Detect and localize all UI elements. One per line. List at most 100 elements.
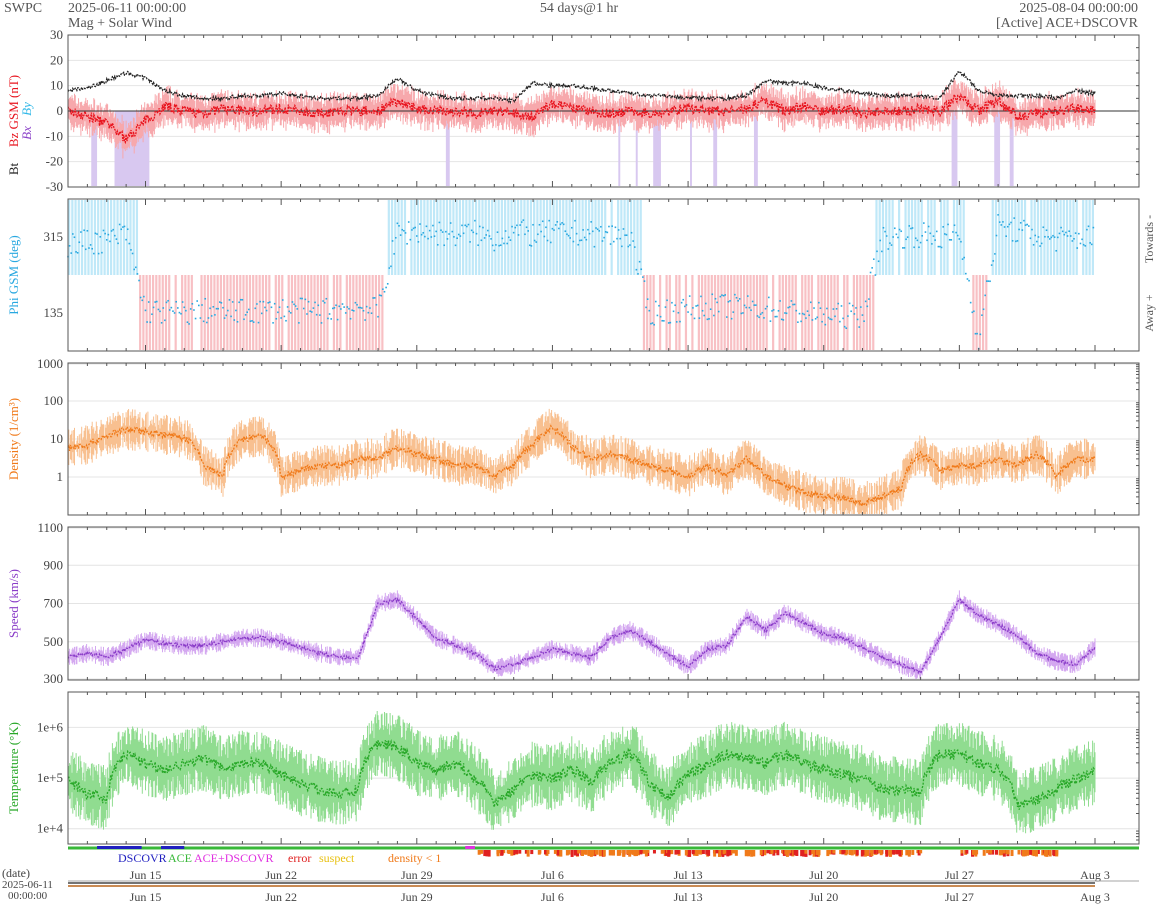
phi-point <box>592 230 594 233</box>
toward-sector-fill <box>132 200 135 275</box>
quality-flag-mark <box>724 850 728 854</box>
phi-point <box>301 297 303 300</box>
away-sector-fill <box>151 275 155 350</box>
phi-point <box>1052 234 1054 237</box>
phi-point <box>364 319 366 321</box>
phi-point <box>130 249 132 251</box>
phi-point <box>178 311 181 314</box>
quality-flag-mark <box>830 850 834 855</box>
phi-point <box>382 288 384 291</box>
phi-point <box>811 319 814 321</box>
quality-flag-mark <box>610 850 614 856</box>
quality-flag-mark <box>629 850 633 854</box>
toward-sector-fill <box>68 200 71 275</box>
phi-point <box>663 320 665 322</box>
panel-3-ytick-label: 10 <box>50 431 63 446</box>
toward-sector-fill <box>77 200 80 275</box>
phi-point <box>1008 223 1011 226</box>
phi-point <box>976 332 978 335</box>
quality-flag-mark <box>530 850 534 855</box>
panel-2-ytick-label: 135 <box>44 305 64 320</box>
panel-4-ylabel-text: Speed (km/s) <box>6 569 21 638</box>
quality-flag-mark <box>594 850 598 855</box>
phi-point <box>341 303 344 305</box>
phi-point <box>1023 219 1025 222</box>
toward-sector-fill <box>946 200 949 275</box>
phi-point <box>726 316 728 318</box>
quality-flag-mark <box>593 850 597 857</box>
phi-point <box>650 322 652 325</box>
date-tick-label-bottom: Jul 13 <box>674 890 703 904</box>
away-sector-fill <box>258 275 261 350</box>
phi-point <box>575 232 578 235</box>
phi-point <box>819 307 822 309</box>
phi-point <box>262 300 265 303</box>
away-sector-fill <box>978 275 981 350</box>
quality-flag-mark <box>618 850 622 856</box>
legend-suspect: suspect <box>319 851 355 865</box>
phi-point <box>215 307 218 310</box>
away-sector-fill <box>148 275 151 350</box>
phi-point <box>593 245 596 248</box>
toward-sector-fill <box>594 200 597 275</box>
quality-flag-mark <box>795 850 799 856</box>
phi-point <box>348 307 350 310</box>
quality-flag-mark <box>584 850 588 855</box>
away-sector-fill <box>206 275 210 350</box>
phi-point <box>1082 243 1085 246</box>
away-sector-fill <box>720 275 723 350</box>
away-sector-fill <box>300 275 303 350</box>
phi-point <box>493 249 496 252</box>
away-sector-fill <box>733 275 736 350</box>
phi-point <box>908 225 911 227</box>
away-sector-fill <box>752 275 755 350</box>
away-sector-fill <box>781 275 784 350</box>
phi-point <box>485 234 488 236</box>
toward-sector-fill <box>416 200 419 275</box>
away-sector-fill <box>252 275 255 350</box>
panel-4-ytick-label: 900 <box>44 557 64 572</box>
phi-point <box>491 244 494 247</box>
phi-point <box>73 236 76 239</box>
quality-flag-mark <box>1041 850 1045 856</box>
phi-point <box>136 273 139 275</box>
quality-flag-mark <box>752 850 756 857</box>
quality-flag-mark <box>1026 850 1030 856</box>
phi-point <box>495 244 497 246</box>
away-sector-fill <box>810 275 813 350</box>
phi-point <box>671 301 673 304</box>
phi-point <box>177 307 179 309</box>
quality-flag-mark <box>634 850 638 857</box>
quality-flag-mark <box>853 850 857 855</box>
phi-point <box>165 301 168 304</box>
toward-sector-fill <box>620 200 623 275</box>
phi-point <box>902 247 904 249</box>
away-sector-fill <box>142 275 145 350</box>
panel-1-ylabel: Bt Bz GSM (nT)Bx By <box>6 75 34 175</box>
phi-point <box>117 242 119 245</box>
away-sector-fill <box>174 275 177 350</box>
date-tick-label-bottom: Jul 20 <box>809 890 838 904</box>
toward-sector-fill <box>387 200 390 275</box>
phi-point <box>68 245 71 247</box>
phi-point <box>252 321 255 323</box>
phi-point <box>709 308 712 311</box>
phi-point <box>866 305 869 308</box>
away-sector-fill <box>717 275 720 350</box>
toward-sector-fill <box>991 200 994 275</box>
phi-point <box>406 242 408 245</box>
away-sector-fill <box>374 275 378 350</box>
phi-point <box>445 230 447 233</box>
panel-5-ylabel: Temperature (°K) <box>6 722 21 814</box>
toward-sector-fill <box>1011 200 1014 275</box>
subtitle-label: Mag + Solar Wind <box>68 16 172 31</box>
phi-point <box>343 306 345 308</box>
toward-sector-fill <box>604 200 607 275</box>
phi-point <box>877 260 880 263</box>
phi-point <box>461 224 463 227</box>
phi-point <box>1073 238 1075 240</box>
toward-sector-fill <box>106 200 109 275</box>
quality-flag-mark <box>587 850 591 857</box>
phi-point <box>433 235 436 238</box>
quality-flag-mark <box>1010 850 1014 857</box>
